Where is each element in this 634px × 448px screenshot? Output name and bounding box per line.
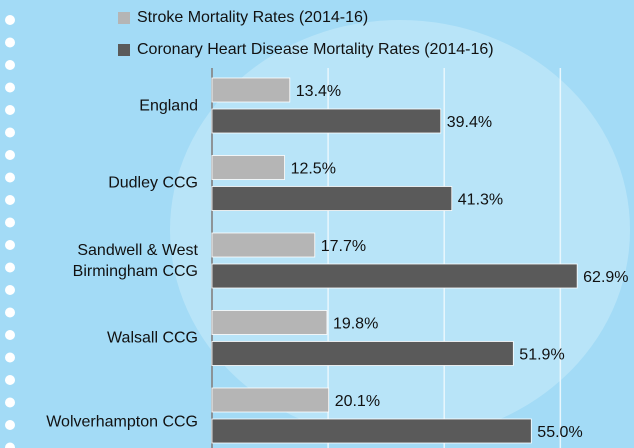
decor-dot: [5, 38, 15, 48]
decor-dot: [5, 173, 15, 183]
legend-label: Stroke Mortality Rates (2014-16): [137, 9, 368, 26]
decor-dot: [5, 240, 15, 250]
value-label: 41.3%: [458, 192, 503, 209]
value-label: 39.4%: [447, 114, 492, 131]
legend-swatch: [118, 12, 130, 24]
value-label: 19.8%: [333, 316, 378, 333]
chart: Stroke Mortality Rates (2014-16) Coronary…: [0, 0, 634, 448]
decor-dot: [5, 420, 15, 430]
legend-label: Coronary Heart Disease Mortality Rates (…: [137, 41, 494, 58]
category-label: Dudley CCG: [18, 173, 198, 194]
value-label: 51.9%: [519, 347, 564, 364]
value-label: 55.0%: [537, 424, 582, 441]
value-label: 12.5%: [291, 161, 336, 178]
decor-dot: [5, 128, 15, 138]
bar: [212, 311, 327, 335]
decor-dot: [5, 60, 15, 70]
bar: [212, 156, 285, 180]
bar: [212, 78, 290, 102]
category-label: Walsall CCG: [18, 328, 198, 349]
value-label: 17.7%: [321, 238, 366, 255]
value-label: 13.4%: [296, 83, 341, 100]
decor-dot: [5, 15, 15, 25]
decor-dot: [5, 218, 15, 228]
decor-dot: [5, 83, 15, 93]
decor-dot: [5, 150, 15, 160]
value-label: 20.1%: [335, 393, 380, 410]
bar: [212, 233, 315, 257]
bar: [212, 342, 513, 366]
decor-dot: [5, 443, 15, 448]
decor-dot: [5, 330, 15, 340]
category-label: Sandwell & West Birmingham CCG: [18, 240, 198, 282]
bar: [212, 388, 329, 412]
category-label: England: [18, 95, 198, 116]
bar: [212, 187, 452, 211]
decor-dot: [5, 195, 15, 205]
decor-dot: [5, 105, 15, 115]
decor-dot: [5, 263, 15, 273]
bar: [212, 264, 577, 288]
bar: [212, 109, 441, 133]
decor-dot: [5, 375, 15, 385]
chart-svg: Stroke Mortality Rates (2014-16) Coronary…: [0, 0, 634, 448]
decor-dot: [5, 353, 15, 363]
decor-dot: [5, 398, 15, 408]
category-label: Wolverhampton CCG: [18, 411, 198, 432]
decor-dot: [5, 308, 15, 318]
legend-swatch: [118, 44, 130, 56]
decor-dot: [5, 285, 15, 295]
bar: [212, 419, 531, 443]
value-label: 62.9%: [583, 269, 628, 286]
